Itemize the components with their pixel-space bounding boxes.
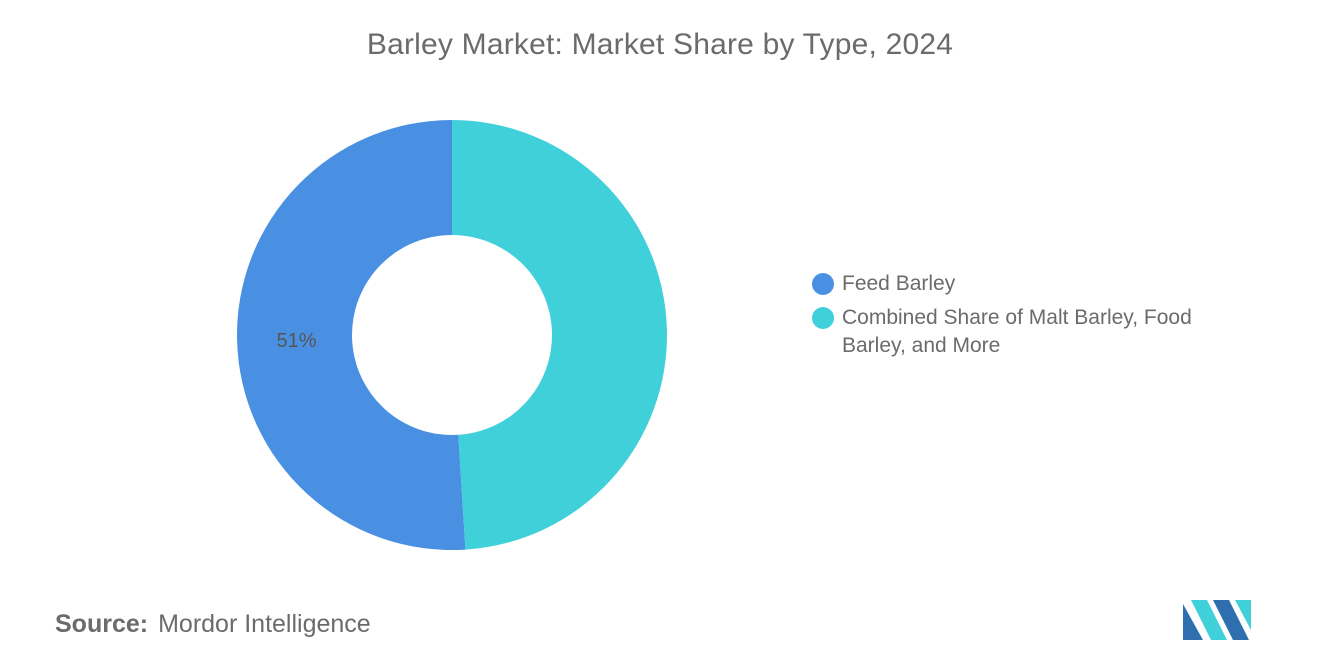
legend-swatch-combined-share [812, 307, 834, 329]
source-note: Source: Mordor Intelligence [55, 610, 371, 639]
source-label: Source: [55, 610, 149, 638]
donut-slices [236, 120, 667, 550]
donut-data-labels: 51% [277, 330, 317, 352]
chart-title: Barley Market: Market Share by Type, 202… [366, 28, 954, 61]
legend-item-combined-share[interactable]: Combined Share of Malt Barley, Food Barl… [812, 304, 1232, 360]
donut-data-label-0: 51% [277, 330, 317, 352]
donut-slice-1[interactable] [452, 120, 667, 550]
source-value: Mordor Intelligence [158, 610, 371, 638]
legend-item-feed-barley[interactable]: Feed Barley [812, 270, 1232, 298]
legend-swatch-feed-barley [812, 273, 834, 295]
legend: Feed Barley Combined Share of Malt Barle… [812, 270, 1232, 366]
legend-label-feed-barley: Feed Barley [842, 272, 956, 295]
donut-slice-0[interactable] [236, 120, 466, 550]
mordor-logo-icon [1183, 600, 1251, 640]
legend-label-combined-share: Combined Share of Malt Barley, Food Barl… [842, 306, 1192, 357]
